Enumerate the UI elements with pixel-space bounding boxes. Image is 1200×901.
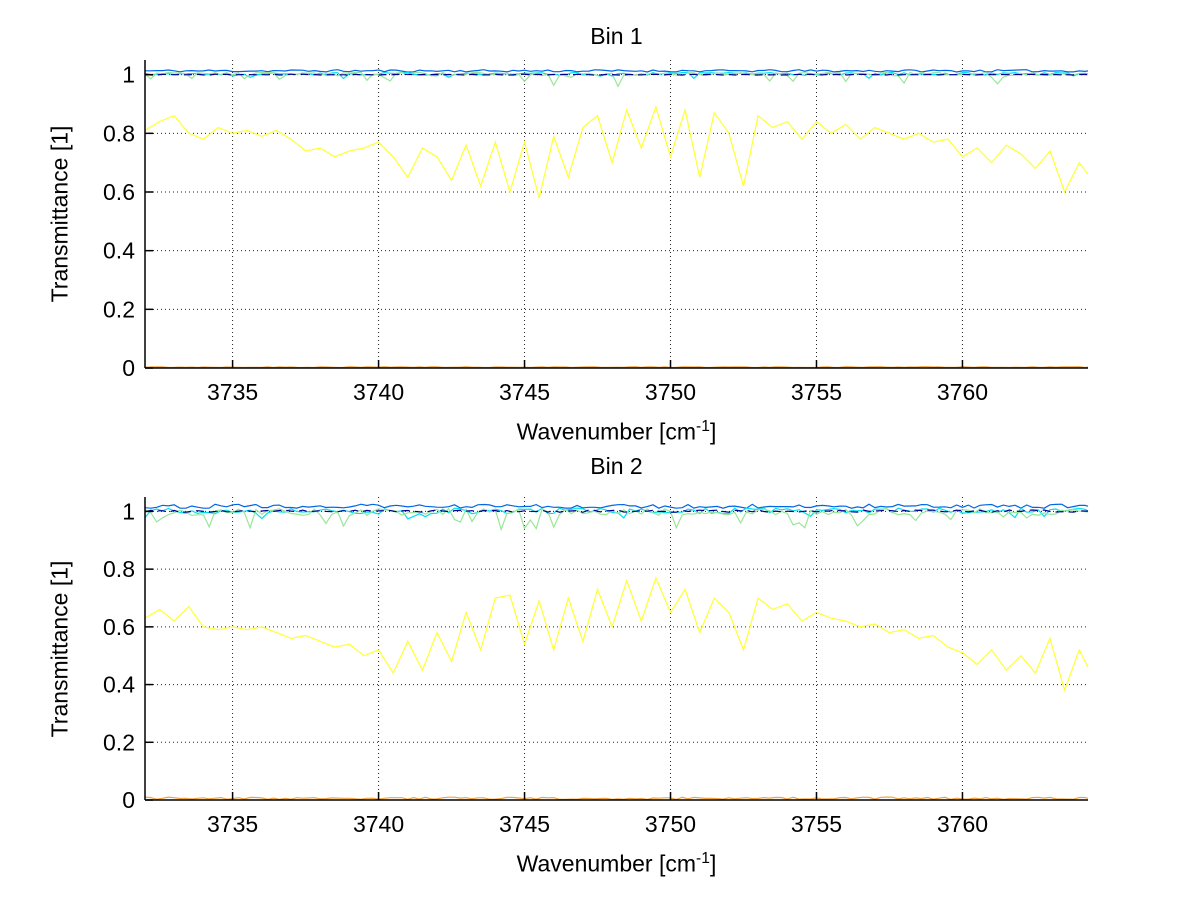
x-tick-label: 3760 — [937, 811, 988, 837]
y-tick-label: 0.4 — [103, 238, 135, 264]
plot-title: Bin 1 — [590, 23, 643, 49]
x-axis-label-exponent: -1 — [696, 850, 710, 867]
y-axis-label: Transmittance [1] — [46, 560, 73, 738]
x-axis-label-close: ] — [709, 850, 717, 877]
x-tick-label: 3735 — [207, 379, 258, 405]
x-tick-label: 3740 — [353, 379, 404, 405]
x-axis-label: Wavenumber [cm-1] — [145, 846, 1088, 877]
x-tick-label: 3735 — [207, 811, 258, 837]
series-blue-near-one — [144, 503, 1089, 509]
y-tick-label: 0.2 — [103, 296, 135, 322]
x-axis-label-exponent: -1 — [696, 418, 710, 435]
series-navy-dashed-one — [144, 73, 1089, 76]
y-tick-label: 0.6 — [103, 614, 135, 640]
plot-title: Bin 2 — [590, 453, 643, 479]
series-blue-near-one — [145, 69, 1089, 73]
x-tick-label: 3755 — [791, 811, 842, 837]
plot-canvas-bin1: 3735 3740 3745 3750 3755 3760 0 0.2 0.4 0.6 0.8 1 — [103, 60, 1089, 405]
y-tick-label: 0 — [122, 787, 135, 813]
y-tick-label: 0.8 — [103, 556, 135, 582]
x-tick-label: 3740 — [353, 811, 404, 837]
y-tick-label: 0.4 — [103, 672, 135, 698]
y-tick-label: 0.6 — [103, 179, 135, 205]
y-tick-label: 0 — [122, 355, 135, 381]
x-axis-label-main: Wavenumber [cm — [516, 418, 697, 445]
x-tick-label: 3745 — [499, 379, 550, 405]
y-tick-label: 1 — [122, 498, 135, 524]
series-yellow-spectrum — [144, 104, 1089, 199]
x-axis-label-main: Wavenumber [cm — [516, 850, 697, 877]
subplot-bin2: 3735 3740 3745 3750 3755 3760 0 0.2 0.4 0.6 0.8 1 B… — [0, 450, 1200, 901]
subplot-bin1: 3735 3740 3745 3750 3755 3760 0 0.2 0.4 0.6 0.8 1 B… — [0, 0, 1200, 450]
y-tick-label: 0.2 — [103, 729, 135, 755]
series-navy-dashed-one — [144, 509, 1088, 513]
series-cyan-near-one — [144, 507, 1089, 520]
series-green-near-one — [144, 507, 1089, 532]
x-axis-label-close: ] — [709, 418, 717, 445]
y-axis-label: Transmittance [1] — [46, 125, 73, 303]
x-tick-label: 3745 — [499, 811, 550, 837]
series-green-near-one — [144, 71, 1089, 88]
x-axis-label: Wavenumber [cm-1] — [145, 414, 1088, 445]
x-tick-label: 3750 — [645, 379, 696, 405]
x-tick-label: 3760 — [937, 379, 988, 405]
y-tick-label: 1 — [122, 62, 135, 88]
series-orange-near-zero — [144, 796, 1089, 801]
x-tick-label: 3755 — [791, 379, 842, 405]
y-tick-label: 0.8 — [103, 120, 135, 146]
plot-canvas-bin2: 3735 3740 3745 3750 3755 3760 0 0.2 0.4 0.6 0.8 1 — [103, 497, 1089, 837]
x-tick-label: 3750 — [645, 811, 696, 837]
series-yellow-spectrum — [144, 576, 1089, 693]
